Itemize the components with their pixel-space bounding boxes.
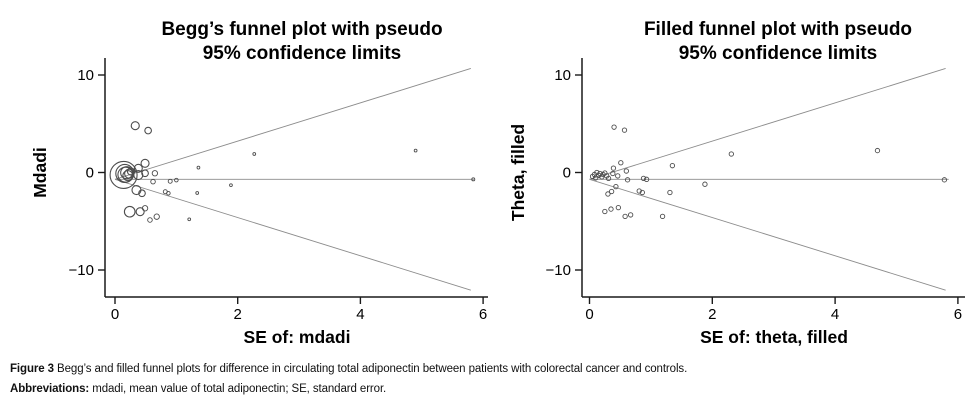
data-point xyxy=(166,191,171,196)
data-point xyxy=(150,178,156,185)
caption-line-2: Abbreviations: mdadi, mean value of tota… xyxy=(10,379,970,399)
data-point xyxy=(605,175,612,182)
data-point xyxy=(659,213,666,220)
x-axis-label: SE of: mdadi xyxy=(244,327,351,347)
data-point xyxy=(618,160,624,166)
data-point xyxy=(153,213,160,220)
y-axis-label: Mdadi xyxy=(30,147,50,198)
data-point xyxy=(187,217,192,222)
data-point xyxy=(621,127,628,133)
data-point xyxy=(623,168,629,174)
data-point xyxy=(602,208,608,215)
chart-title-line: 95% confidence limits xyxy=(679,43,878,64)
figure-caption: Figure 3 Begg’s and filled funnel plots … xyxy=(10,359,970,399)
data-point xyxy=(702,181,708,187)
y-tick-label: 10 xyxy=(77,67,94,84)
data-point xyxy=(669,163,676,169)
data-point xyxy=(229,183,233,188)
abbreviations-label: Abbreviations: xyxy=(10,383,90,395)
data-point xyxy=(610,170,616,177)
data-point xyxy=(622,213,628,220)
data-point xyxy=(611,124,617,130)
funnel-lower-limit-line xyxy=(114,178,471,291)
data-point xyxy=(130,121,140,131)
caption-line-1: Figure 3 Begg’s and filled funnel plots … xyxy=(10,359,970,379)
x-tick-label: 4 xyxy=(356,306,364,323)
data-point xyxy=(615,204,622,211)
figure-caption-text: Begg’s and filled funnel plots for diffe… xyxy=(53,363,688,375)
data-point xyxy=(610,165,617,171)
data-point xyxy=(252,152,257,156)
funnel-lower-limit-line xyxy=(589,178,946,291)
data-point xyxy=(728,151,734,157)
data-point xyxy=(667,189,673,196)
data-point xyxy=(133,163,143,173)
data-point xyxy=(126,167,136,176)
funnel-upper-limit-line xyxy=(114,68,471,180)
data-point xyxy=(874,147,881,154)
begg-funnel-plot: Begg’s funnel plot with pseudo 95% confid… xyxy=(30,19,488,347)
x-axis-label: SE of: theta, filled xyxy=(700,327,848,347)
data-point xyxy=(140,158,150,168)
data-point xyxy=(196,165,201,170)
funnel-upper-limit-line xyxy=(589,68,946,180)
y-tick-label: 10 xyxy=(554,67,571,84)
x-tick-label: 2 xyxy=(234,306,242,323)
y-tick-label: 0 xyxy=(86,165,94,182)
figure-label: Figure 3 xyxy=(10,363,54,375)
data-point xyxy=(605,191,611,197)
data-point xyxy=(624,177,631,183)
data-point xyxy=(640,175,647,182)
data-point xyxy=(639,189,645,196)
y-axis-label: Theta, filled xyxy=(508,124,528,221)
data-point xyxy=(144,126,152,135)
data-point xyxy=(133,169,144,181)
filled-funnel-plot: Filled funnel plot with pseudo 95% confid… xyxy=(508,19,965,347)
data-point xyxy=(636,188,642,194)
data-point xyxy=(141,205,149,212)
data-point xyxy=(941,177,948,183)
data-point xyxy=(138,189,146,198)
data-point xyxy=(109,160,138,189)
data-point xyxy=(141,169,149,178)
data-point xyxy=(167,178,173,184)
chart-title-line: 95% confidence limits xyxy=(203,43,402,64)
x-tick-label: 4 xyxy=(831,306,839,323)
x-tick-label: 2 xyxy=(708,306,716,323)
data-point xyxy=(147,217,153,223)
data-point xyxy=(608,188,615,195)
abbreviations-text: mdadi, mean value of total adiponectin; … xyxy=(89,383,387,395)
x-tick-label: 6 xyxy=(954,306,962,323)
x-tick-label: 0 xyxy=(111,306,119,323)
y-tick-label: −10 xyxy=(546,262,571,279)
data-point xyxy=(131,185,142,196)
data-point xyxy=(174,177,179,183)
x-tick-label: 6 xyxy=(479,306,487,323)
y-tick-label: 0 xyxy=(563,165,571,182)
data-point xyxy=(151,170,159,177)
data-point xyxy=(135,207,145,217)
chart-title-line: Filled funnel plot with pseudo xyxy=(644,19,912,40)
data-point xyxy=(615,173,621,179)
data-point xyxy=(123,205,136,218)
x-tick-label: 0 xyxy=(585,306,593,323)
data-point xyxy=(643,176,650,182)
data-point xyxy=(613,183,619,190)
data-point xyxy=(120,166,134,180)
data-point xyxy=(195,191,200,195)
chart-title-line: Begg’s funnel plot with pseudo xyxy=(161,19,442,40)
data-point xyxy=(413,148,418,153)
data-point xyxy=(627,212,634,218)
y-tick-label: −10 xyxy=(69,262,94,279)
data-point xyxy=(608,206,614,212)
data-point xyxy=(471,177,476,182)
